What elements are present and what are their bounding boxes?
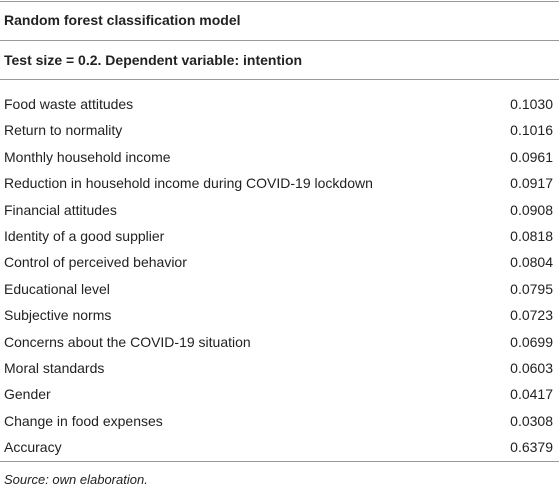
row-value: 0.0917 xyxy=(510,175,553,192)
row-label: Gender xyxy=(4,386,51,403)
row-label: Concerns about the COVID-19 situation xyxy=(4,333,251,350)
row-label: Accuracy xyxy=(4,439,62,456)
row-value: 0.0795 xyxy=(510,280,553,297)
row-value: 0.6379 xyxy=(510,439,553,456)
row-label: Financial attitudes xyxy=(4,201,117,218)
row-value: 0.0818 xyxy=(510,228,553,244)
row-label: Change in food expenses xyxy=(4,412,163,429)
rule xyxy=(0,461,559,462)
row-label: Subjective norms xyxy=(4,307,112,324)
rule xyxy=(0,40,559,41)
row-value: 0.0417 xyxy=(510,386,553,403)
row-label: Identity of a good supplier xyxy=(4,228,165,244)
row-value: 0.1016 xyxy=(510,122,553,139)
rule xyxy=(0,79,559,80)
row-value: 0.0804 xyxy=(510,254,553,271)
row-value: 0.0723 xyxy=(510,307,553,324)
row-label: Control of perceived behavior xyxy=(4,254,187,271)
row-label: Educational level xyxy=(4,280,110,297)
row-label: Food waste attitudes xyxy=(4,96,134,112)
table-title: Random forest classification model xyxy=(4,12,241,28)
row-value: 0.0308 xyxy=(510,412,553,429)
row-value: 0.0603 xyxy=(510,360,553,376)
row-value: 0.0961 xyxy=(510,148,553,165)
row-label: Return to normality xyxy=(4,122,123,139)
row-value: 0.0908 xyxy=(510,201,553,218)
source-note: Source: own elaboration. xyxy=(4,472,148,487)
row-value: 0.1030 xyxy=(510,96,553,112)
row-label: Monthly household income xyxy=(4,148,171,165)
row-value: 0.0699 xyxy=(510,333,553,350)
row-label: Moral standards xyxy=(4,360,105,376)
row-label: Reduction in household income during COV… xyxy=(4,175,373,192)
table-subtitle: Test size = 0.2. Dependent variable: int… xyxy=(4,52,303,68)
rule xyxy=(0,1,559,2)
